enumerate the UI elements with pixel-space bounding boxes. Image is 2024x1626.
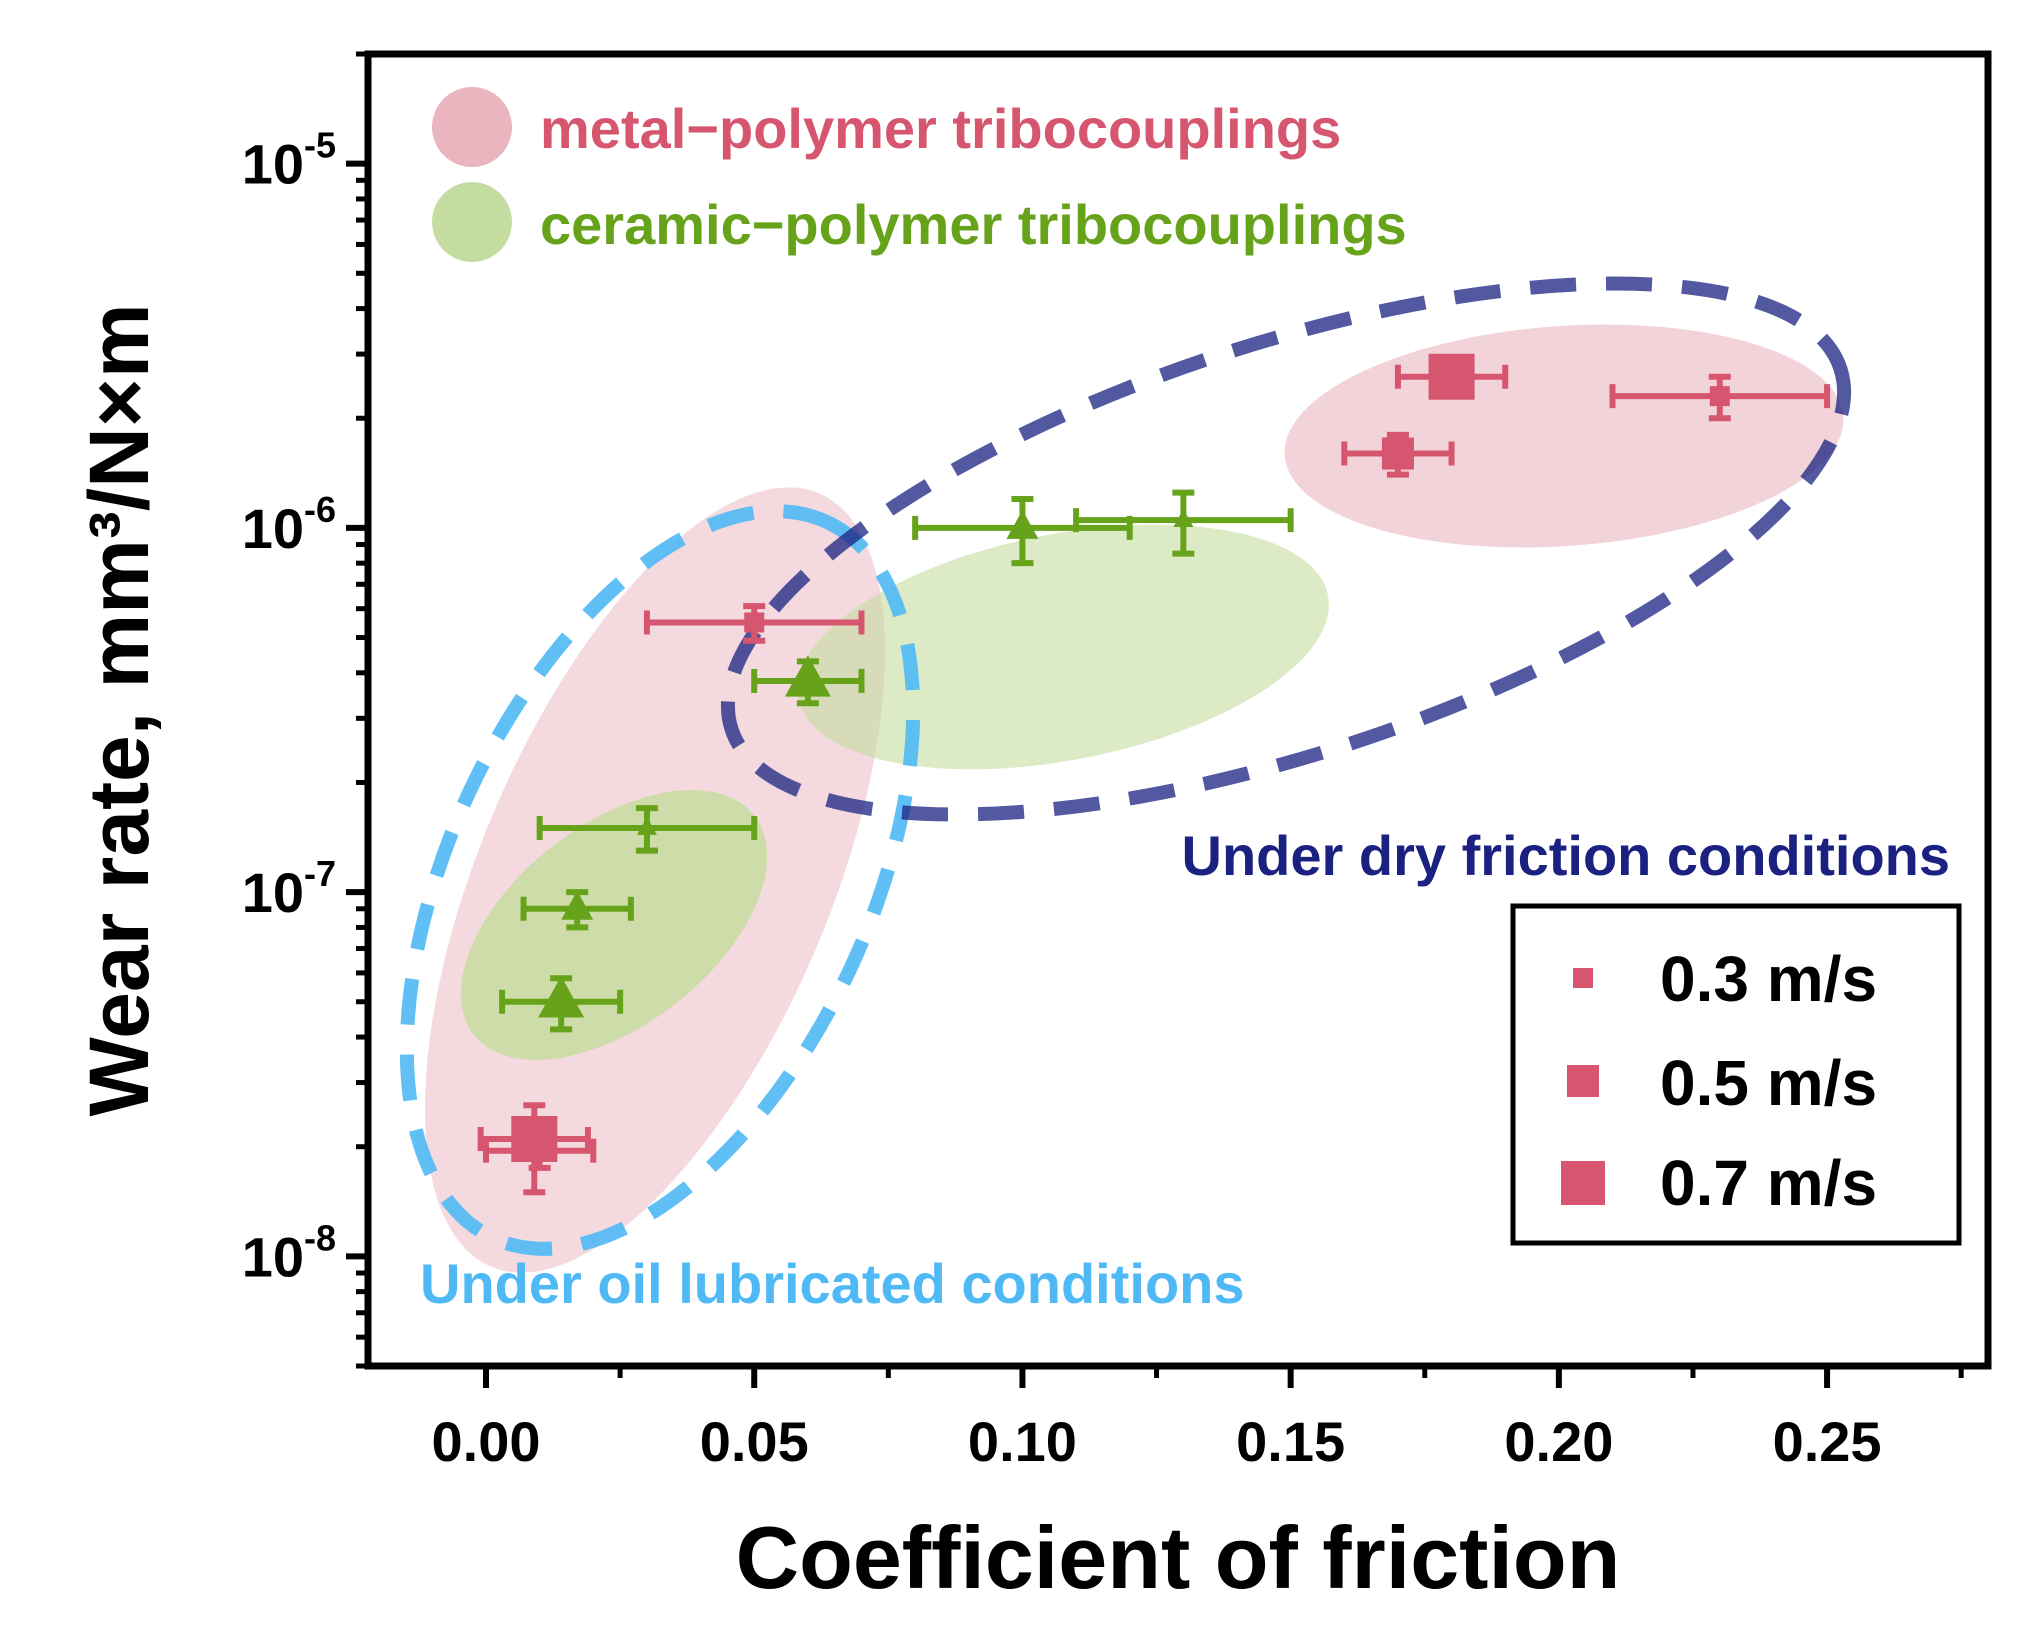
data-point [529,1140,550,1161]
x-tick-label: 0.00 [432,1410,541,1473]
data-point [1006,510,1039,539]
legend-label-0-5: 0.5 m/s [1660,1047,1877,1119]
legend-label-0-3: 0.3 m/s [1660,943,1877,1015]
data-point [1428,353,1475,400]
data-point [744,612,765,633]
condition-regions [399,276,1852,1256]
legend: 0.3 m/s 0.5 m/s 0.7 m/s [1510,903,1962,1246]
metal-polymer-key-dot [432,87,512,167]
y-axis-title: Wear rate, mm³/N×m [72,303,166,1116]
series-ceramic-polymer [499,489,1294,1033]
data-point [538,976,585,1018]
data-marks [477,353,1831,1196]
oil-lubricated-label: Under oil lubricated conditions [420,1252,1245,1315]
ceramic-polymer-mid-friction-blob [797,524,1329,770]
legend-marker-0-3 [1573,968,1593,988]
oil-lubricated-region [399,504,921,1256]
legend-label-0-7: 0.7 m/s [1660,1147,1877,1219]
legend-marker-0-5 [1567,1065,1599,1097]
data-point [1381,437,1414,470]
ceramic-polymer-low-friction-blob [460,790,768,1060]
data-point [1709,386,1730,407]
plot-frame [364,50,1992,1370]
y-axis: 10-5 10-6 10-7 10-8 [242,51,368,1369]
data-point [1173,509,1194,528]
y-tick-label: 10-7 [242,853,336,924]
metal-polymer-key-label: metal−polymer tribocouplings [540,97,1341,160]
dry-friction-label: Under dry friction conditions [1182,824,1950,887]
group-key: metal−polymer tribocouplings ceramic−pol… [432,87,1407,262]
data-point [784,655,831,697]
x-axis: 0.00 0.05 0.10 0.15 0.20 0.25 [432,1366,1964,1473]
x-tick-label: 0.15 [1236,1410,1345,1473]
x-tick-label: 0.05 [700,1410,809,1473]
legend-marker-0-7 [1561,1161,1605,1205]
ceramic-polymer-key-label: ceramic−polymer tribocouplings [540,193,1407,256]
series-metal-polymer [477,353,1831,1196]
ceramic-polymer-key-dot [432,182,512,262]
data-point [561,890,594,920]
x-tick-label: 0.20 [1504,1410,1613,1473]
y-tick-label: 10-8 [242,1217,336,1288]
data-point [636,816,657,835]
x-axis-title: Coefficient of friction [736,1508,1621,1607]
x-tick-label: 0.10 [968,1410,1077,1473]
y-tick-label: 10-5 [242,125,336,196]
dry-friction-region [720,276,1852,822]
x-tick-label: 0.25 [1773,1410,1882,1473]
y-tick-label: 10-6 [242,489,336,560]
metal-polymer-high-friction-blob [1284,324,1844,548]
